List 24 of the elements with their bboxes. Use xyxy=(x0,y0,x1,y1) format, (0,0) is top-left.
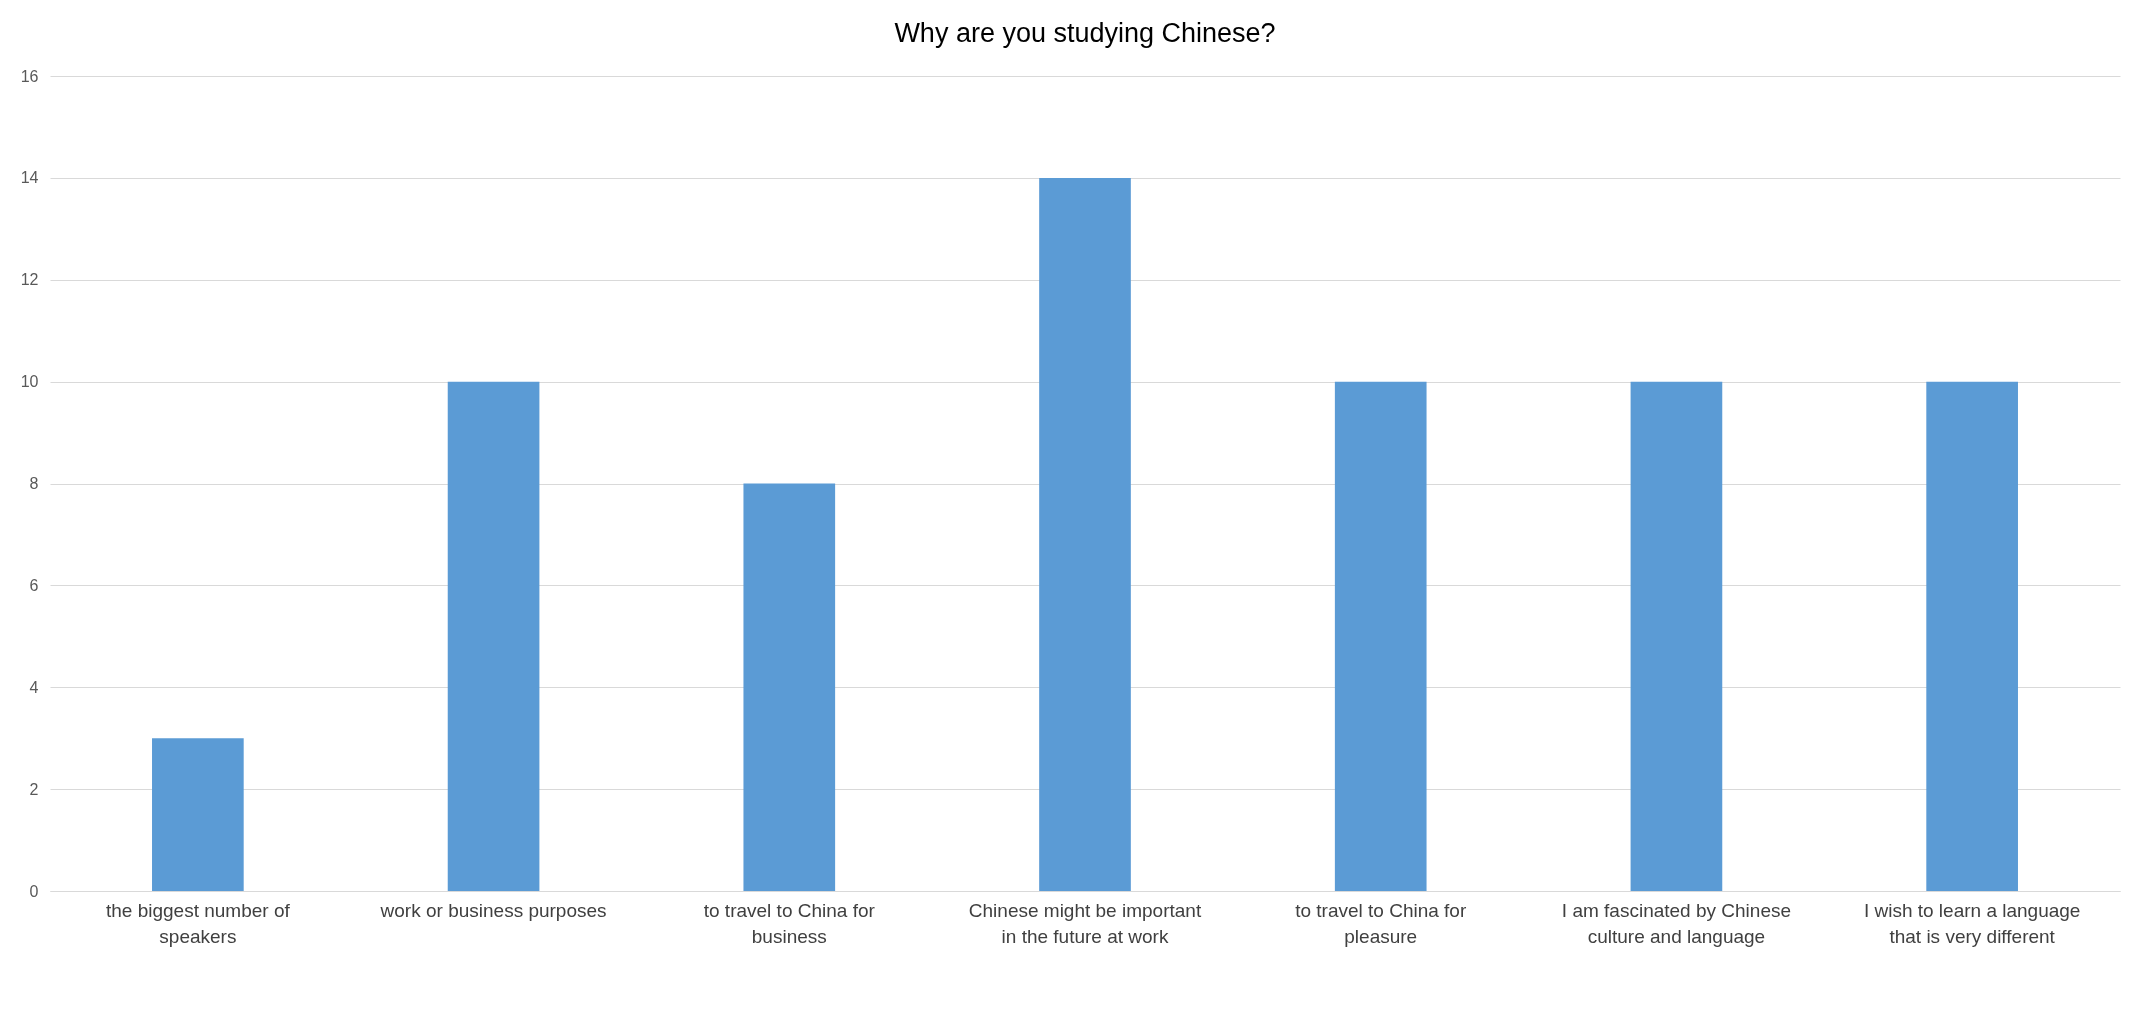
x-tick-label: I am fascinated by Chinese culture and language xyxy=(1561,899,1792,947)
y-tick-label: 2 xyxy=(29,780,39,798)
y-tick-label: 4 xyxy=(29,678,39,696)
y-tick-label: 14 xyxy=(20,169,39,187)
bar xyxy=(743,483,836,891)
y-tick-label: 0 xyxy=(29,882,39,900)
x-tick-label: work or business purposes xyxy=(379,899,607,921)
bar xyxy=(1334,381,1427,891)
bar xyxy=(1039,177,1131,891)
y-tick-label: 8 xyxy=(29,475,39,492)
y-tick-label: 12 xyxy=(20,271,39,289)
y-tick-label: 16 xyxy=(20,67,39,85)
bar xyxy=(447,381,540,891)
bar xyxy=(1630,381,1723,891)
x-tick-label: to travel to China for pleasure xyxy=(1295,899,1467,947)
x-tick-label: I wish to learn a language that is very different xyxy=(1863,899,2081,947)
x-tick-label: to travel to China for business xyxy=(703,899,876,947)
chart-title: Why are you studying Chinese? xyxy=(894,18,1276,48)
x-tick-label: the biggest number of speakers xyxy=(105,899,291,947)
y-tick-label: 6 xyxy=(29,576,39,594)
x-tick-label: Chinese might be important in the future at work xyxy=(968,899,1202,947)
bar xyxy=(1926,381,2018,891)
y-tick-label: 10 xyxy=(20,373,39,391)
bar xyxy=(152,738,244,891)
